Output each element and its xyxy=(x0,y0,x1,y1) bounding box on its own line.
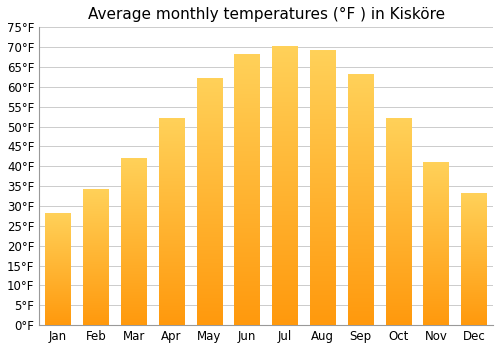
Title: Average monthly temperatures (°F ) in Kisköre: Average monthly temperatures (°F ) in Ki… xyxy=(88,7,444,22)
